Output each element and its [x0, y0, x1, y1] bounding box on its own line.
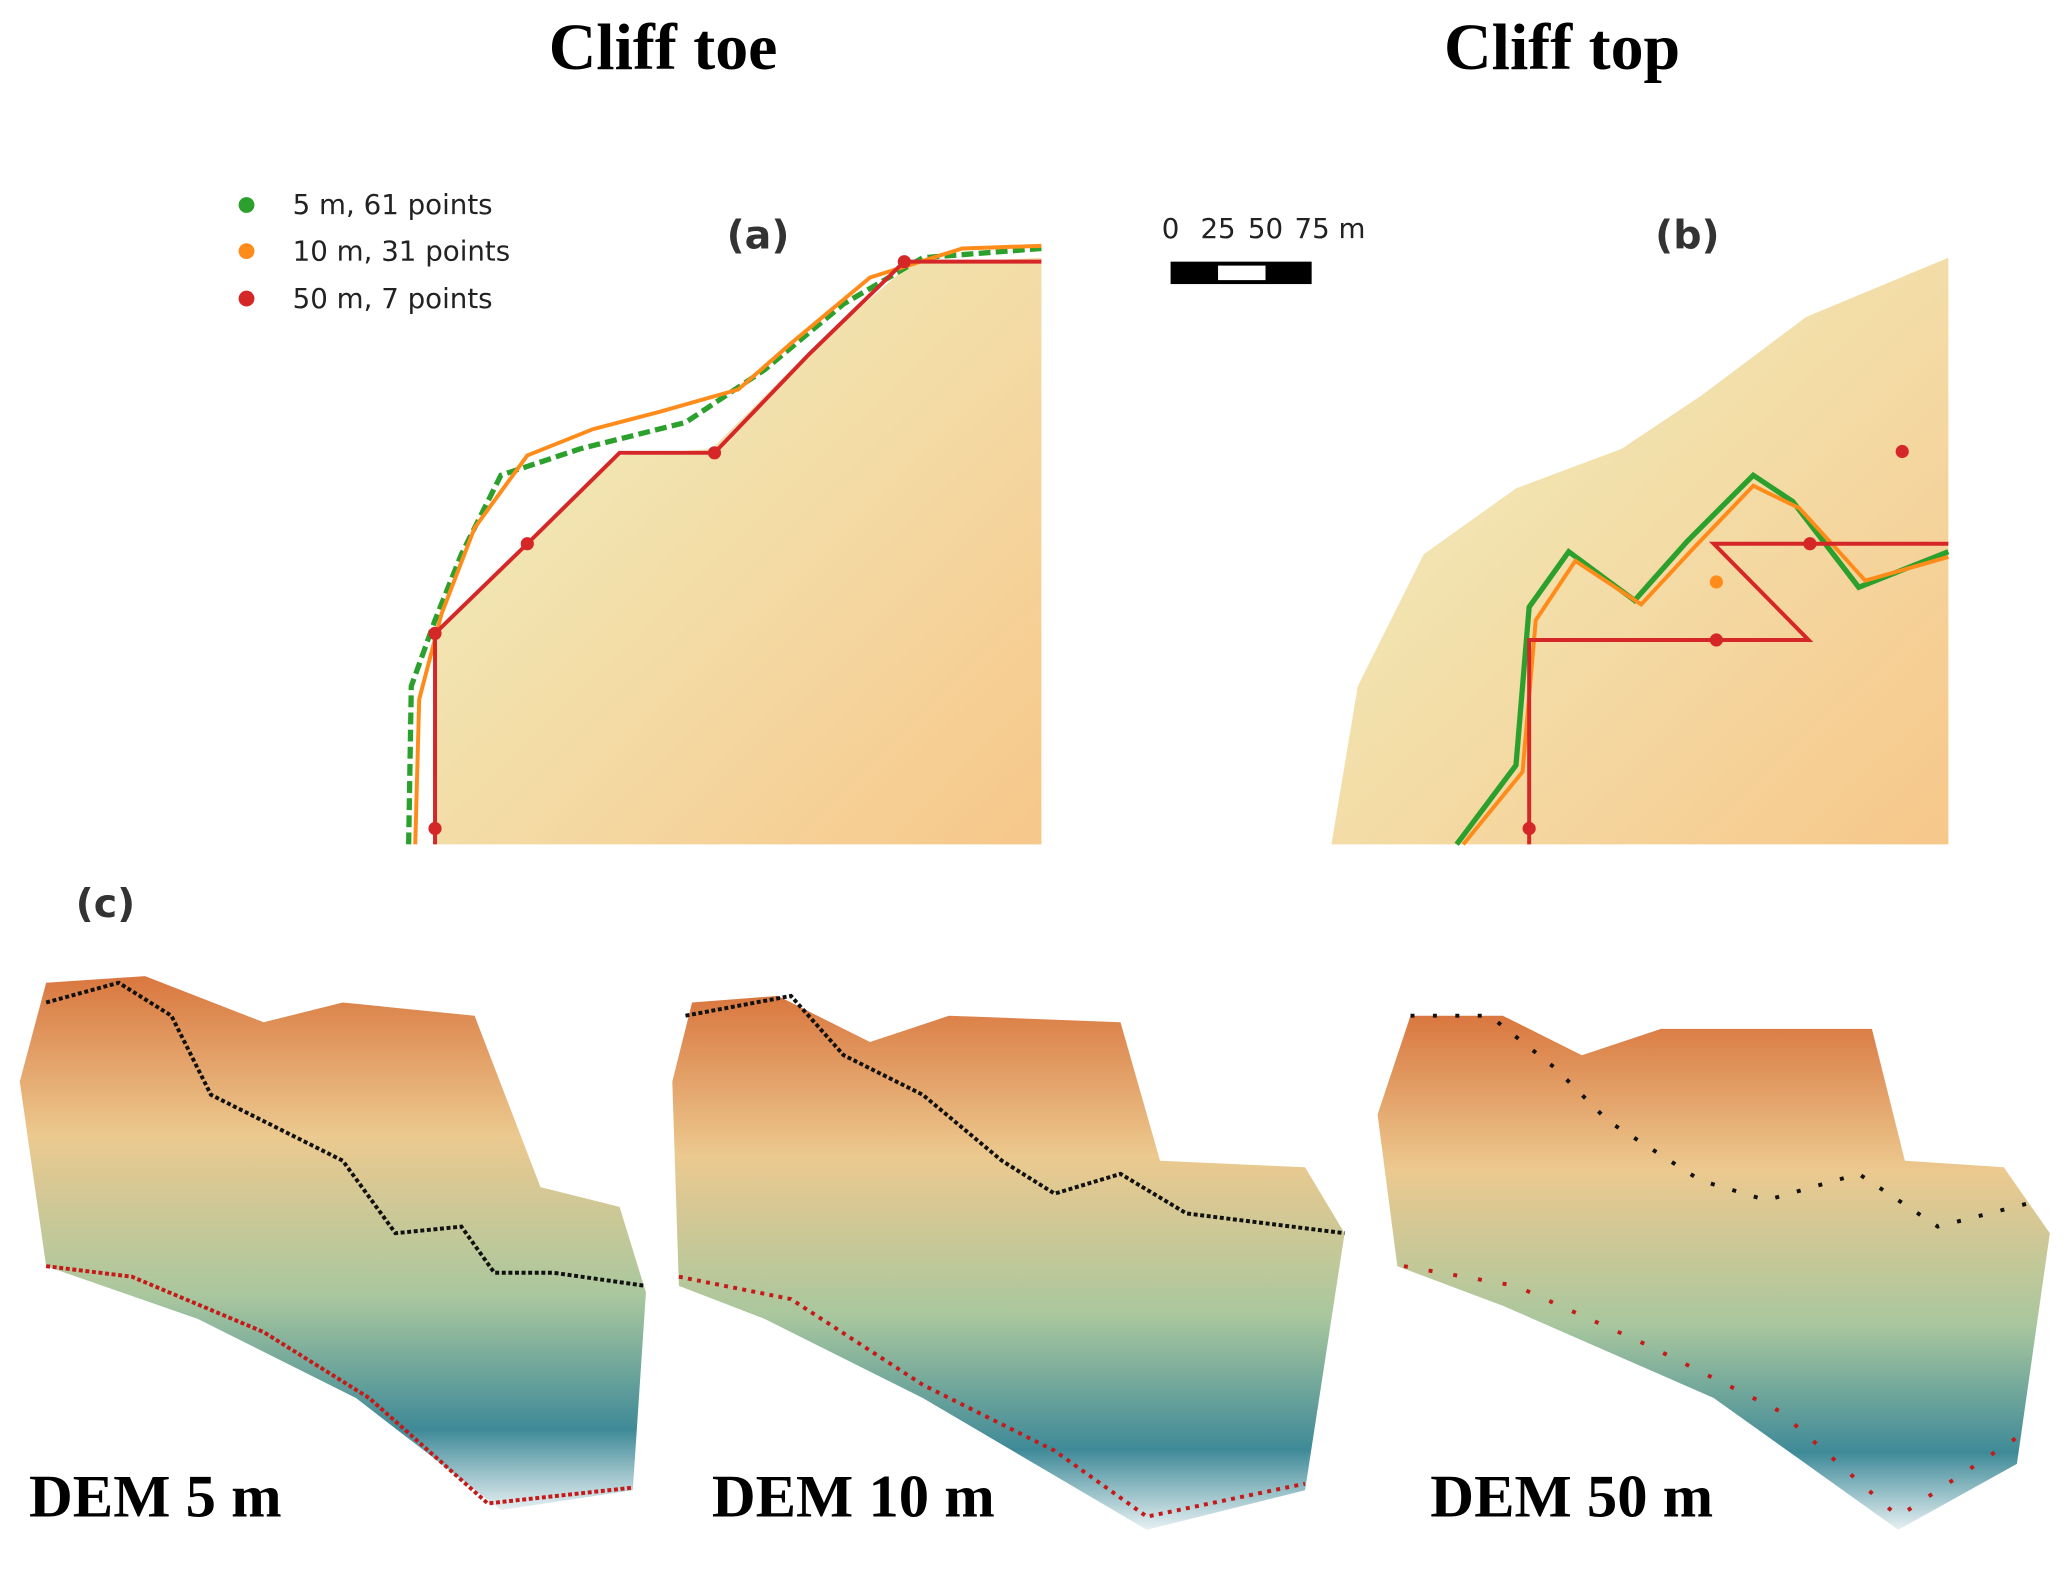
- dem-label: DEM 5 m: [29, 1464, 282, 1531]
- dem-render-5: [19, 976, 647, 1511]
- panel-label: (a): [727, 212, 790, 258]
- panel-label: (c): [76, 881, 136, 927]
- shape: [1377, 1015, 2050, 1530]
- top-line-50m: [1527, 541, 1949, 845]
- legend: 5 m, 61 points 10 m, 31 points 50 m, 7 p…: [238, 188, 511, 315]
- shape: [678, 1274, 1306, 1519]
- legend-dot: [238, 197, 255, 213]
- dem-label: DEM 50 m: [1430, 1464, 1713, 1531]
- shape: [672, 995, 1345, 1530]
- map-a: [406, 243, 1042, 845]
- toe-points-50m: [428, 255, 911, 836]
- toe-line-50m: [433, 259, 1042, 845]
- shape: [1895, 444, 1909, 459]
- scale-label: 50: [1248, 212, 1283, 245]
- scale-bar: 0 25 50 75 m: [1162, 212, 1366, 285]
- shape: [1522, 821, 1536, 836]
- terrain: [1331, 257, 1949, 845]
- scale-label: 25: [1200, 212, 1235, 245]
- column-title: Cliff top: [1444, 11, 1680, 84]
- scale-bar-box: [1218, 265, 1266, 281]
- shape: [428, 821, 442, 836]
- legend-label: 10 m, 31 points: [293, 234, 511, 267]
- shape: [1803, 537, 1817, 551]
- top-points-50m: [1522, 444, 1909, 836]
- scale-label: 75 m: [1295, 212, 1366, 245]
- scale-label: 0: [1162, 212, 1180, 245]
- shape: [685, 993, 1345, 1236]
- panel-label: (b): [1655, 212, 1719, 258]
- legend-label: 50 m, 7 points: [293, 282, 493, 315]
- legend-dot: [238, 243, 255, 260]
- shape: [707, 446, 722, 460]
- legend-label: 5 m, 61 points: [293, 188, 493, 221]
- dem-label: DEM 10 m: [712, 1464, 995, 1531]
- shape: [897, 255, 911, 269]
- legend-dot: [238, 290, 255, 307]
- point: [1709, 575, 1723, 589]
- shape: [19, 976, 646, 1511]
- toe-line-5m: [406, 245, 1042, 845]
- dem-render-10: [672, 993, 1345, 1530]
- column-title: Cliff toe: [549, 11, 778, 84]
- dem-render-50: [1377, 1013, 2050, 1530]
- shape: [520, 537, 534, 551]
- shape: [45, 1264, 633, 1506]
- shape: [428, 626, 442, 640]
- shape: [1709, 633, 1723, 647]
- terrain: [435, 257, 1042, 845]
- map-b: [1331, 257, 1950, 846]
